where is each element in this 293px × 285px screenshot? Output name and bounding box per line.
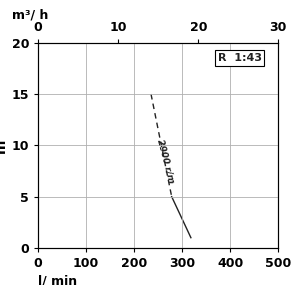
- Text: R  1:43: R 1:43: [217, 53, 262, 63]
- Text: 2900 r/m: 2900 r/m: [155, 138, 176, 184]
- Text: m³/ h: m³/ h: [12, 9, 48, 22]
- X-axis label: l/ min: l/ min: [38, 274, 77, 285]
- Y-axis label: m: m: [0, 138, 7, 152]
